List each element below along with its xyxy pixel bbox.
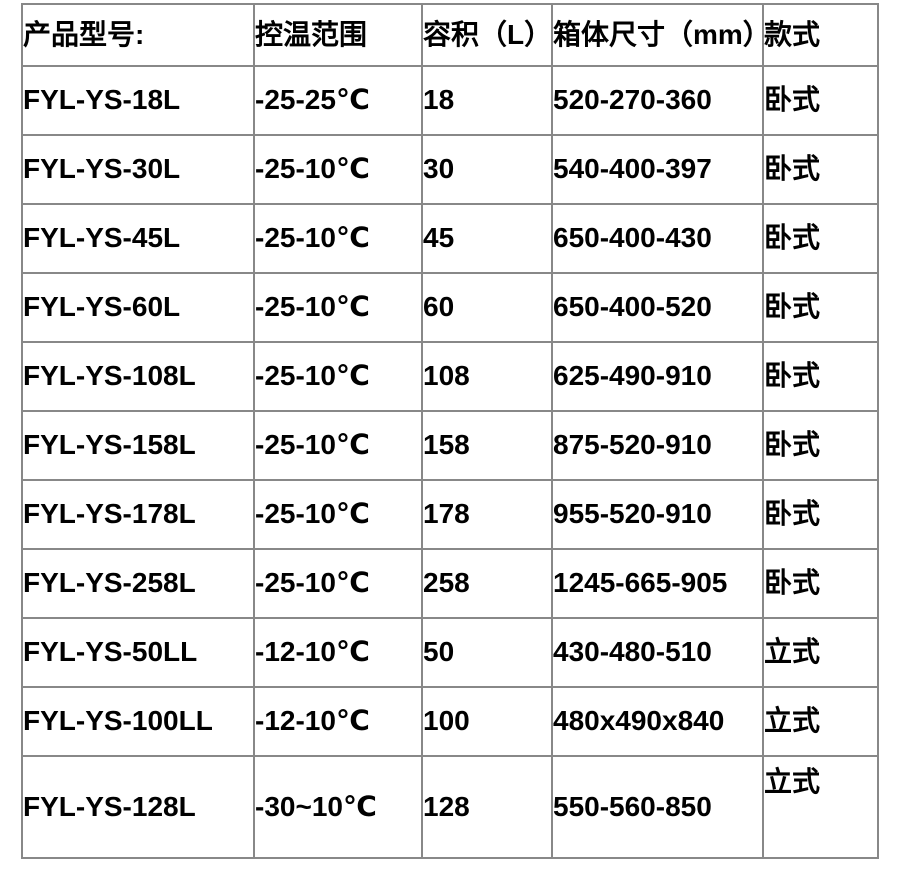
style-cell: 立式	[762, 755, 879, 859]
table-row: FYL-YS-50LL -12-10℃ 50 430-480-510 立式	[21, 617, 879, 688]
column-header-style: 款式	[762, 3, 879, 67]
column-header-dimensions: 箱体尺寸（mm）	[551, 3, 764, 67]
temp-range-cell: -25-10℃	[253, 134, 423, 205]
product-spec-table: 产品型号: 控温范围 容积（L） 箱体尺寸（mm） 款式 FYL-YS-18L …	[21, 3, 879, 859]
model-cell: FYL-YS-178L	[21, 479, 255, 550]
capacity-cell: 258	[421, 548, 553, 619]
style-cell: 立式	[762, 686, 879, 757]
dimensions-cell: 650-400-430	[551, 203, 764, 274]
style-cell: 卧式	[762, 134, 879, 205]
dimensions-cell: 430-480-510	[551, 617, 764, 688]
capacity-cell: 45	[421, 203, 553, 274]
capacity-cell: 128	[421, 755, 553, 859]
temp-range-cell: -25-10℃	[253, 272, 423, 343]
dimensions-cell: 1245-665-905	[551, 548, 764, 619]
model-cell: FYL-YS-128L	[21, 755, 255, 859]
header-row: 产品型号: 控温范围 容积（L） 箱体尺寸（mm） 款式	[21, 3, 879, 67]
column-header-temp-range: 控温范围	[253, 3, 423, 67]
capacity-cell: 50	[421, 617, 553, 688]
table-row: FYL-YS-100LL -12-10℃ 100 480x490x840 立式	[21, 686, 879, 757]
dimensions-cell: 540-400-397	[551, 134, 764, 205]
temp-range-cell: -30~10℃	[253, 755, 423, 859]
temp-range-cell: -25-10℃	[253, 548, 423, 619]
dimensions-cell: 650-400-520	[551, 272, 764, 343]
model-cell: FYL-YS-108L	[21, 341, 255, 412]
capacity-cell: 30	[421, 134, 553, 205]
temp-range-cell: -25-10℃	[253, 203, 423, 274]
temp-range-cell: -25-10℃	[253, 479, 423, 550]
model-cell: FYL-YS-258L	[21, 548, 255, 619]
temp-range-cell: -12-10℃	[253, 686, 423, 757]
capacity-cell: 108	[421, 341, 553, 412]
dimensions-cell: 550-560-850	[551, 755, 764, 859]
model-cell: FYL-YS-30L	[21, 134, 255, 205]
table-row: FYL-YS-128L -30~10℃ 128 550-560-850 立式	[21, 755, 879, 859]
capacity-cell: 178	[421, 479, 553, 550]
style-cell: 卧式	[762, 479, 879, 550]
model-cell: FYL-YS-50LL	[21, 617, 255, 688]
temp-range-cell: -12-10℃	[253, 617, 423, 688]
column-header-capacity: 容积（L）	[421, 3, 553, 67]
style-cell: 卧式	[762, 65, 879, 136]
capacity-cell: 60	[421, 272, 553, 343]
dimensions-cell: 955-520-910	[551, 479, 764, 550]
style-cell: 立式	[762, 617, 879, 688]
table-row: FYL-YS-158L -25-10℃ 158 875-520-910 卧式	[21, 410, 879, 481]
table-row: FYL-YS-60L -25-10℃ 60 650-400-520 卧式	[21, 272, 879, 343]
dimensions-cell: 520-270-360	[551, 65, 764, 136]
temp-range-cell: -25-10℃	[253, 341, 423, 412]
dimensions-cell: 875-520-910	[551, 410, 764, 481]
model-cell: FYL-YS-158L	[21, 410, 255, 481]
table-row: FYL-YS-258L -25-10℃ 258 1245-665-905 卧式	[21, 548, 879, 619]
temp-range-cell: -25-10℃	[253, 410, 423, 481]
style-cell: 卧式	[762, 341, 879, 412]
capacity-cell: 158	[421, 410, 553, 481]
dimensions-cell: 625-490-910	[551, 341, 764, 412]
style-cell: 卧式	[762, 410, 879, 481]
table-row: FYL-YS-30L -25-10℃ 30 540-400-397 卧式	[21, 134, 879, 205]
style-cell: 卧式	[762, 272, 879, 343]
style-cell: 卧式	[762, 548, 879, 619]
model-cell: FYL-YS-100LL	[21, 686, 255, 757]
model-cell: FYL-YS-45L	[21, 203, 255, 274]
table-row: FYL-YS-108L -25-10℃ 108 625-490-910 卧式	[21, 341, 879, 412]
model-cell: FYL-YS-18L	[21, 65, 255, 136]
table-row: FYL-YS-45L -25-10℃ 45 650-400-430 卧式	[21, 203, 879, 274]
table-row: FYL-YS-18L -25-25℃ 18 520-270-360 卧式	[21, 65, 879, 136]
dimensions-cell: 480x490x840	[551, 686, 764, 757]
model-cell: FYL-YS-60L	[21, 272, 255, 343]
column-header-model: 产品型号:	[21, 3, 255, 67]
table-row: FYL-YS-178L -25-10℃ 178 955-520-910 卧式	[21, 479, 879, 550]
temp-range-cell: -25-25℃	[253, 65, 423, 136]
capacity-cell: 18	[421, 65, 553, 136]
style-cell: 卧式	[762, 203, 879, 274]
capacity-cell: 100	[421, 686, 553, 757]
